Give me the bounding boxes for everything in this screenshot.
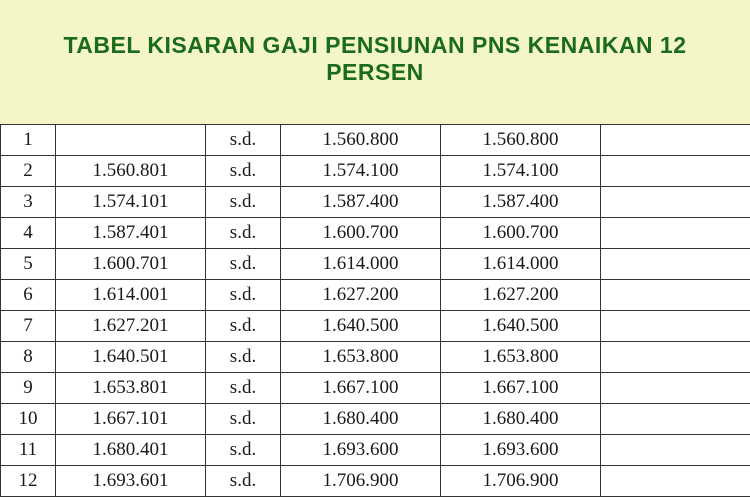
cell-lower [56, 125, 206, 156]
cell-lower: 1.587.401 [56, 218, 206, 249]
table-container: 1s.d.1.560.8001.560.80021.560.801s.d.1.5… [0, 124, 750, 497]
table-row: 31.574.101s.d.1.587.4001.587.400 [1, 187, 750, 218]
cell-result: 1.614.000 [441, 249, 601, 280]
cell-padding [601, 404, 750, 435]
cell-lower: 1.640.501 [56, 342, 206, 373]
cell-index: 6 [1, 280, 56, 311]
cell-index: 12 [1, 466, 56, 497]
cell-upper: 1.706.900 [281, 466, 441, 497]
cell-upper: 1.667.100 [281, 373, 441, 404]
table-row: 21.560.801s.d.1.574.1001.574.100 [1, 156, 750, 187]
cell-padding [601, 249, 750, 280]
cell-upper: 1.614.000 [281, 249, 441, 280]
cell-separator: s.d. [206, 218, 281, 249]
cell-result: 1.627.200 [441, 280, 601, 311]
cell-lower: 1.600.701 [56, 249, 206, 280]
cell-result: 1.587.400 [441, 187, 601, 218]
cell-index: 5 [1, 249, 56, 280]
table-row: 71.627.201s.d.1.640.5001.640.500 [1, 311, 750, 342]
cell-lower: 1.693.601 [56, 466, 206, 497]
cell-padding [601, 187, 750, 218]
cell-upper: 1.653.800 [281, 342, 441, 373]
cell-separator: s.d. [206, 404, 281, 435]
page-title: TABEL KISARAN GAJI PENSIUNAN PNS KENAIKA… [20, 32, 730, 86]
table-row: 91.653.801s.d.1.667.1001.667.100 [1, 373, 750, 404]
salary-table: 1s.d.1.560.8001.560.80021.560.801s.d.1.5… [0, 124, 750, 497]
cell-result: 1.640.500 [441, 311, 601, 342]
cell-result: 1.560.800 [441, 125, 601, 156]
cell-lower: 1.560.801 [56, 156, 206, 187]
table-row: 61.614.001s.d.1.627.2001.627.200 [1, 280, 750, 311]
cell-padding [601, 466, 750, 497]
cell-result: 1.693.600 [441, 435, 601, 466]
cell-upper: 1.587.400 [281, 187, 441, 218]
table-row: 1s.d.1.560.8001.560.800 [1, 125, 750, 156]
cell-padding [601, 156, 750, 187]
cell-padding [601, 218, 750, 249]
table-row: 51.600.701s.d.1.614.0001.614.000 [1, 249, 750, 280]
cell-lower: 1.667.101 [56, 404, 206, 435]
cell-index: 8 [1, 342, 56, 373]
cell-lower: 1.627.201 [56, 311, 206, 342]
cell-upper: 1.680.400 [281, 404, 441, 435]
cell-upper: 1.693.600 [281, 435, 441, 466]
cell-separator: s.d. [206, 249, 281, 280]
cell-separator: s.d. [206, 466, 281, 497]
cell-index: 9 [1, 373, 56, 404]
cell-separator: s.d. [206, 311, 281, 342]
cell-result: 1.574.100 [441, 156, 601, 187]
cell-lower: 1.574.101 [56, 187, 206, 218]
cell-index: 7 [1, 311, 56, 342]
cell-upper: 1.627.200 [281, 280, 441, 311]
cell-result: 1.706.900 [441, 466, 601, 497]
cell-upper: 1.574.100 [281, 156, 441, 187]
cell-upper: 1.640.500 [281, 311, 441, 342]
cell-index: 10 [1, 404, 56, 435]
cell-lower: 1.680.401 [56, 435, 206, 466]
cell-padding [601, 280, 750, 311]
table-row: 111.680.401s.d.1.693.6001.693.600 [1, 435, 750, 466]
cell-separator: s.d. [206, 280, 281, 311]
cell-index: 2 [1, 156, 56, 187]
cell-padding [601, 373, 750, 404]
cell-index: 3 [1, 187, 56, 218]
header-banner: TABEL KISARAN GAJI PENSIUNAN PNS KENAIKA… [0, 0, 750, 124]
cell-separator: s.d. [206, 435, 281, 466]
cell-separator: s.d. [206, 342, 281, 373]
cell-separator: s.d. [206, 156, 281, 187]
cell-result: 1.653.800 [441, 342, 601, 373]
cell-padding [601, 125, 750, 156]
cell-index: 1 [1, 125, 56, 156]
cell-result: 1.600.700 [441, 218, 601, 249]
cell-result: 1.680.400 [441, 404, 601, 435]
table-row: 101.667.101s.d.1.680.4001.680.400 [1, 404, 750, 435]
cell-index: 4 [1, 218, 56, 249]
cell-result: 1.667.100 [441, 373, 601, 404]
cell-padding [601, 311, 750, 342]
cell-padding [601, 342, 750, 373]
table-row: 81.640.501s.d.1.653.8001.653.800 [1, 342, 750, 373]
cell-upper: 1.600.700 [281, 218, 441, 249]
cell-lower: 1.653.801 [56, 373, 206, 404]
cell-separator: s.d. [206, 187, 281, 218]
cell-padding [601, 435, 750, 466]
cell-separator: s.d. [206, 125, 281, 156]
cell-upper: 1.560.800 [281, 125, 441, 156]
table-row: 121.693.601s.d.1.706.9001.706.900 [1, 466, 750, 497]
cell-separator: s.d. [206, 373, 281, 404]
cell-index: 11 [1, 435, 56, 466]
table-row: 41.587.401s.d.1.600.7001.600.700 [1, 218, 750, 249]
cell-lower: 1.614.001 [56, 280, 206, 311]
